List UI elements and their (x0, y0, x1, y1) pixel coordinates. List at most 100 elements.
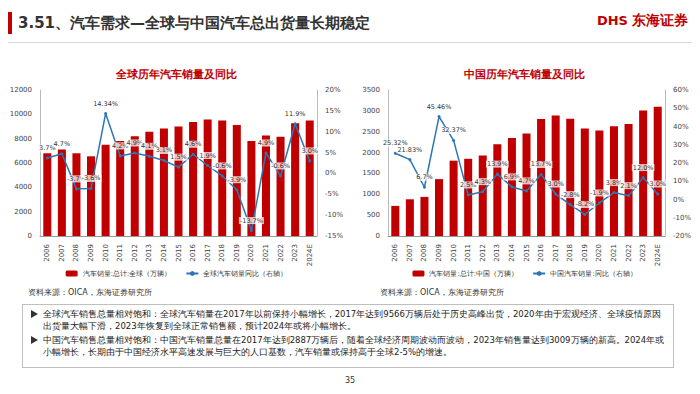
svg-text:50%: 50% (673, 104, 689, 112)
svg-text:4.3%: 4.3% (475, 178, 492, 186)
svg-text:0%: 0% (673, 196, 684, 204)
svg-text:2500: 2500 (362, 128, 380, 136)
svg-text:-8.2%: -8.2% (575, 200, 594, 208)
svg-text:2013: 2013 (145, 244, 153, 262)
svg-text:2017: 2017 (204, 244, 212, 262)
svg-text:中国汽车销量:同比（右轴）: 中国汽车销量:同比（右轴） (550, 270, 636, 278)
svg-text:-2.8%: -2.8% (561, 191, 580, 199)
svg-text:汽车销量:总计:中国（万辆）: 汽车销量:总计:中国（万辆） (429, 270, 518, 278)
svg-text:2024E: 2024E (654, 244, 662, 266)
svg-text:2000: 2000 (14, 208, 32, 216)
svg-text:2000: 2000 (362, 149, 380, 157)
svg-text:2010: 2010 (450, 244, 458, 262)
svg-text:1.9%: 1.9% (199, 152, 216, 160)
svg-text:8000: 8000 (14, 135, 32, 143)
svg-text:20%: 20% (673, 159, 689, 167)
svg-text:4.7%: 4.7% (54, 140, 71, 148)
svg-text:-3.9%: -3.9% (227, 176, 246, 184)
svg-text:1500: 1500 (362, 169, 380, 177)
svg-text:3.0%: 3.0% (649, 180, 666, 188)
svg-text:2009: 2009 (87, 244, 95, 262)
svg-text:6000: 6000 (14, 159, 32, 167)
svg-text:2012: 2012 (479, 244, 487, 262)
svg-text:0: 0 (376, 232, 380, 240)
svg-text:0%: 0% (325, 169, 336, 177)
svg-text:2019: 2019 (233, 244, 241, 262)
svg-text:32.37%: 32.37% (441, 126, 466, 134)
svg-text:-1.9%: -1.9% (590, 189, 609, 197)
svg-text:汽车销量:总计:全球（万辆）: 汽车销量:总计:全球（万辆） (83, 270, 172, 278)
svg-text:2023: 2023 (639, 244, 647, 262)
svg-text:2022: 2022 (625, 244, 633, 262)
svg-text:-10%: -10% (673, 214, 691, 222)
svg-text:3500: 3500 (362, 86, 380, 94)
svg-text:全球历年汽车销量及同比: 全球历年汽车销量及同比 (115, 68, 237, 81)
svg-text:-15%: -15% (325, 232, 343, 240)
svg-text:13.9%: 13.9% (487, 160, 508, 168)
svg-text:2006: 2006 (43, 243, 51, 261)
svg-text:2016: 2016 (537, 243, 545, 261)
svg-text:13.7%: 13.7% (531, 160, 552, 168)
svg-text:20%: 20% (325, 86, 341, 94)
svg-text:6.7%: 6.7% (416, 173, 433, 181)
svg-text:2018: 2018 (566, 244, 574, 262)
svg-text:-20%: -20% (673, 232, 691, 240)
svg-text:-0.6%: -0.6% (271, 162, 290, 170)
svg-text:2014: 2014 (160, 243, 168, 261)
svg-text:4.7%: 4.7% (518, 177, 535, 185)
svg-text:2024E: 2024E (306, 244, 314, 266)
svg-text:2007: 2007 (406, 244, 414, 262)
svg-text:-5%: -5% (325, 190, 339, 198)
svg-text:2015: 2015 (523, 244, 531, 262)
svg-text:0: 0 (28, 232, 32, 240)
svg-text:2.1%: 2.1% (620, 182, 637, 190)
svg-text:2008: 2008 (72, 244, 80, 262)
svg-text:2019: 2019 (581, 244, 589, 262)
svg-text:2015: 2015 (175, 244, 183, 262)
svg-text:-10%: -10% (325, 211, 343, 219)
svg-text:2022: 2022 (277, 244, 285, 262)
svg-text:30%: 30% (673, 141, 689, 149)
svg-text:2017: 2017 (552, 244, 560, 262)
svg-text:2016: 2016 (189, 243, 197, 261)
svg-text:2006: 2006 (391, 243, 399, 261)
svg-text:2021: 2021 (610, 244, 618, 262)
svg-text:3.0%: 3.0% (301, 147, 318, 155)
svg-text:5%: 5% (325, 149, 336, 157)
svg-text:3000: 3000 (362, 107, 380, 115)
svg-text:2007: 2007 (58, 244, 66, 262)
svg-text:2021: 2021 (262, 244, 270, 262)
svg-text:2009: 2009 (435, 244, 443, 262)
svg-text:2013: 2013 (493, 244, 501, 262)
svg-text:中国历年汽车销量及同比: 中国历年汽车销量及同比 (464, 68, 585, 81)
svg-text:2010: 2010 (102, 244, 110, 262)
svg-text:-13.7%: -13.7% (240, 217, 263, 225)
svg-text:12.0%: 12.0% (633, 164, 654, 172)
svg-text:2012: 2012 (131, 244, 139, 262)
svg-text:1000: 1000 (362, 190, 380, 198)
svg-text:4.9%: 4.9% (258, 139, 275, 147)
svg-text:40%: 40% (673, 123, 689, 131)
svg-text:500: 500 (367, 211, 380, 219)
svg-text:-0.6%: -0.6% (213, 162, 232, 170)
svg-text:3.0%: 3.0% (547, 180, 564, 188)
svg-text:10%: 10% (325, 128, 341, 136)
svg-text:1.5%: 1.5% (170, 153, 187, 161)
svg-text:12000: 12000 (10, 86, 32, 94)
svg-text:-3.6%: -3.6% (82, 174, 101, 182)
svg-text:2014: 2014 (508, 243, 516, 261)
svg-text:21.83%: 21.83% (397, 146, 422, 154)
svg-text:2008: 2008 (420, 244, 428, 262)
svg-text:4000: 4000 (14, 183, 32, 191)
svg-text:2011: 2011 (116, 244, 124, 262)
svg-text:11.9%: 11.9% (285, 110, 306, 118)
svg-text:60%: 60% (673, 86, 689, 94)
svg-text:10000: 10000 (10, 110, 32, 118)
svg-text:全球汽车销量同比（右轴）: 全球汽车销量同比（右轴） (203, 270, 287, 278)
svg-text:4.6%: 4.6% (185, 140, 202, 148)
svg-text:2020: 2020 (595, 244, 603, 262)
svg-text:45.46%: 45.46% (427, 103, 452, 111)
svg-text:2023: 2023 (291, 244, 299, 262)
svg-text:2020: 2020 (247, 244, 255, 262)
svg-text:14.34%: 14.34% (93, 100, 118, 108)
